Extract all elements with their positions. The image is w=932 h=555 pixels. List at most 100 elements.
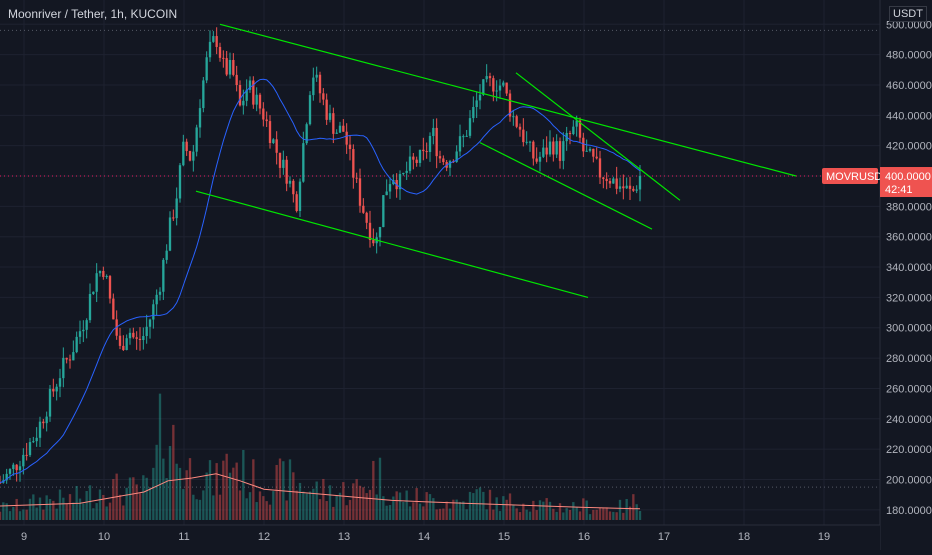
volume-bar <box>182 489 185 520</box>
volume-bar <box>118 494 122 520</box>
candle-body <box>195 127 198 152</box>
candle-body <box>262 108 265 120</box>
candle-body <box>358 178 362 206</box>
candle-body <box>62 357 65 379</box>
volume-bar <box>412 502 415 520</box>
volume-bar <box>138 493 142 520</box>
volume-bar <box>212 495 215 520</box>
volume-bar <box>142 475 145 520</box>
trendline[interactable] <box>195 190 589 298</box>
candle-body <box>542 147 545 157</box>
candle-body <box>442 158 445 163</box>
volume-bar <box>128 477 132 520</box>
candle-body <box>508 93 512 117</box>
volume-bar <box>352 483 355 520</box>
volume-bar <box>38 497 42 520</box>
candle-body <box>78 331 82 337</box>
volume-bar <box>375 494 378 520</box>
chart-title[interactable]: Moonriver / Tether, 1h, KUCOIN <box>8 7 178 21</box>
volume-bar <box>535 510 538 520</box>
candle-body <box>268 121 272 144</box>
price-tick-label: 300.0000 <box>886 323 932 335</box>
volume-bar <box>15 498 18 520</box>
candle-body <box>278 152 282 168</box>
candle-body <box>8 469 12 474</box>
volume-bar <box>385 505 388 520</box>
volume-bar <box>462 501 465 520</box>
candle-body <box>598 158 602 178</box>
volume-bar <box>608 511 612 520</box>
volume-bar <box>425 492 428 520</box>
volume-bar <box>342 482 345 520</box>
candle-body <box>348 144 352 150</box>
volume-bar <box>432 498 435 520</box>
trendline[interactable] <box>515 72 681 201</box>
volume-bar <box>438 508 442 520</box>
candle-body <box>75 336 78 353</box>
volume-bar <box>638 510 642 520</box>
volume-bar <box>8 511 12 520</box>
volume-bar <box>458 501 462 520</box>
volume-bar <box>452 499 455 520</box>
volume-bar <box>248 492 252 520</box>
volume-bar <box>98 489 102 520</box>
candle-body <box>208 41 212 58</box>
volume-bar <box>295 490 298 520</box>
currency-label[interactable]: USDT <box>889 6 927 22</box>
volume-bar <box>202 490 205 520</box>
candle-body <box>432 127 435 137</box>
volume-bar <box>622 512 625 520</box>
price-tick-label: 220.0000 <box>886 444 932 456</box>
candle-body <box>605 178 608 182</box>
candle-body <box>455 151 458 162</box>
volume-bar <box>305 493 308 520</box>
price-tick-label: 360.0000 <box>886 232 932 244</box>
candle-body <box>482 79 485 95</box>
candle-body <box>38 421 42 438</box>
volume-bar <box>162 458 165 520</box>
candle-body <box>235 74 238 85</box>
trendlines <box>195 23 797 298</box>
moving-average-line <box>0 78 641 484</box>
candle-body <box>352 149 355 178</box>
candle-body <box>545 147 548 155</box>
volume-bar <box>435 509 438 520</box>
candle-body <box>632 188 635 191</box>
volume-bar <box>78 498 82 520</box>
volume-bar <box>155 444 158 520</box>
candle-body <box>382 195 385 228</box>
volume-bar <box>552 508 555 520</box>
volume-bar <box>355 479 358 520</box>
candle-body <box>568 133 572 135</box>
volume-bar <box>145 477 148 520</box>
candle-body <box>178 165 182 199</box>
volume-bar <box>315 481 318 520</box>
volume-bar <box>368 489 372 520</box>
candle-body <box>95 273 98 292</box>
volume-bar <box>165 478 168 520</box>
candle-body <box>385 191 388 196</box>
candle-body <box>158 291 162 295</box>
candle-body <box>468 118 472 136</box>
candle-body <box>98 270 102 274</box>
trendline[interactable] <box>219 23 797 177</box>
volume-bar <box>185 470 188 520</box>
volume-bar <box>122 505 125 520</box>
volume-bar <box>208 460 212 520</box>
trendline[interactable] <box>479 142 653 230</box>
volume-bar <box>532 500 535 520</box>
volume-bar <box>52 500 55 520</box>
chart-grid <box>0 0 880 525</box>
volume-bar <box>465 509 468 520</box>
volume-bar <box>502 496 505 520</box>
volume-bar <box>378 457 382 520</box>
price-tick-label: 420.0000 <box>886 141 932 153</box>
volume-bar <box>205 472 208 520</box>
time-tick-label: 9 <box>21 531 27 543</box>
candle-body <box>212 36 215 42</box>
price-marker: MOVRUSDT 400.0000 42:41 <box>822 167 932 198</box>
time-tick-label: 15 <box>498 531 510 543</box>
volume-bar <box>258 491 262 520</box>
candle-body <box>218 46 222 58</box>
